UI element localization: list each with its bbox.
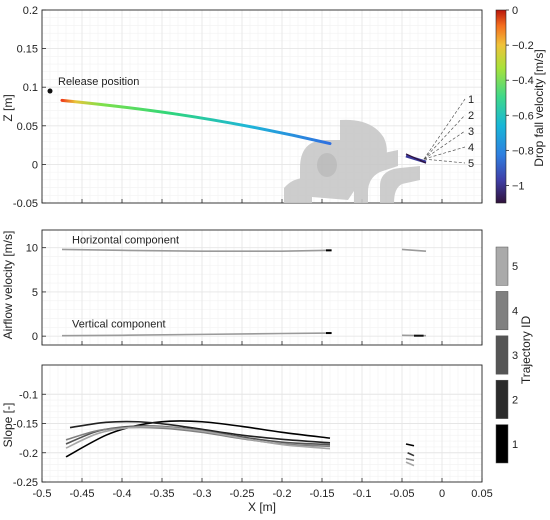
trajectory-id-label: 2: [468, 110, 474, 122]
x-tick-label: -0.2: [273, 488, 292, 500]
x-tick-label: -0.25: [229, 488, 254, 500]
trajectory-leader-line: [423, 146, 466, 160]
colorbar-tick-label: −0.2: [512, 40, 534, 52]
trajectory-id-tick-label: 1: [512, 439, 518, 451]
slope-series-2: [69, 420, 331, 444]
horizontal-component-line: [61, 248, 331, 253]
slope-series-2: [407, 452, 415, 457]
x-tick-label: -0.5: [33, 488, 52, 500]
trajectory-id-colorbar: 5 4 3 2 1: [495, 246, 518, 464]
structure-silhouette: [284, 119, 420, 203]
trajectory-id-swatch: [495, 335, 509, 375]
y-tick-label: -0.05: [13, 198, 38, 210]
axes-frame: [41, 229, 483, 346]
slope-series-5: [405, 461, 415, 467]
axes-frame: [41, 9, 483, 204]
trajectory-leader-line: [423, 98, 466, 160]
release-point-marker: [47, 88, 53, 94]
y-tick-label: -0.2: [19, 448, 38, 460]
top-panel: -0.05 0 0.05 0.1 0.15 0.2 Release position 1 2 3 4…: [13, 5, 483, 210]
trajectory-id-label: 3: [468, 126, 474, 138]
horizontal-component-line: [401, 248, 427, 253]
trajectory-id-label: Trajectory ID: [519, 316, 533, 385]
trajectory-id-label: 5: [468, 158, 474, 170]
release-position-label: Release position: [58, 76, 139, 88]
airflow-axis-label: Airflow velocity [m/s]: [1, 231, 15, 340]
y-tick-label: 0.1: [23, 82, 38, 94]
trajectory-id-label: 1: [468, 94, 474, 106]
y-tick-label: -0.15: [13, 419, 38, 431]
y-tick-label: 0.15: [17, 44, 38, 56]
axes-frame: [41, 364, 483, 483]
x-tick-label: -0.05: [389, 488, 414, 500]
x-tick-label: -0.35: [149, 488, 174, 500]
vertical-component-label: Vertical component: [72, 319, 166, 331]
trajectory-leader-line: [423, 158, 466, 164]
trajectory-id-tick-label: 2: [512, 394, 518, 406]
colorbar-tick-label: −0.8: [512, 145, 534, 157]
trajectory-id-swatch: [495, 424, 509, 464]
y-tick-label: 5: [32, 287, 38, 299]
trajectory-id-label: 4: [468, 142, 474, 154]
horizontal-component-label: Horizontal component: [72, 234, 179, 246]
x-tick-label: -0.3: [193, 488, 212, 500]
y-tick-label: 0.05: [17, 121, 38, 133]
x-tick-label: -0.45: [69, 488, 94, 500]
vertical-component-line: [61, 332, 331, 337]
trajectory-id-tick-label: 3: [512, 350, 518, 362]
trajectory-id-swatch: [495, 379, 509, 419]
velocity-colorbar-ticks: 0 −0.2 −0.4 −0.6 −0.8 −1: [506, 5, 534, 192]
slope-series-1: [405, 443, 415, 447]
x-tick-label: -0.15: [309, 488, 334, 500]
z-axis-label: Z [m]: [1, 94, 15, 121]
slope-series-1: [65, 420, 331, 458]
structure-shape: [317, 153, 337, 177]
structure-shape: [333, 140, 363, 170]
velocity-colorbar: [495, 9, 507, 204]
slope-series-5: [65, 425, 331, 450]
structure-shape: [380, 166, 420, 203]
colorbar-tick-label: −1: [512, 180, 525, 192]
y-tick-label: 10: [26, 243, 38, 255]
structure-shape: [354, 150, 398, 203]
trajectory-id-swatch: [495, 291, 509, 331]
trajectory-id-swatch: [495, 246, 509, 286]
drop-trajectory-short: [405, 153, 427, 164]
trajectory-leader-line: [423, 114, 466, 160]
trajectory-id-tick-label: 5: [512, 261, 518, 273]
colorbar-tick-label: −0.6: [512, 110, 534, 122]
x-tick-label: 0.05: [471, 488, 492, 500]
y-tick-label: -0.25: [13, 477, 38, 489]
y-tick-label: -0.1: [19, 389, 38, 401]
y-tick-label: 0: [32, 159, 38, 171]
y-tick-label: 0.2: [23, 5, 38, 17]
x-axis-label: X [m]: [248, 500, 276, 514]
colorbar-tick-label: −0.4: [512, 75, 534, 87]
drop-trajectory-main: [60, 98, 332, 146]
y-tick-label: 0: [32, 331, 38, 343]
slope-series-4: [405, 457, 415, 462]
velocity-colorbar-label: Drop fall velocity [m/s]: [532, 49, 546, 166]
x-tick-label: 0: [439, 488, 445, 500]
trajectory-leader-line: [423, 130, 466, 160]
structure-shape: [284, 177, 312, 203]
colorbar-tick-label: 0: [512, 5, 518, 17]
x-tick-label: -0.4: [113, 488, 132, 500]
x-tick-label: -0.1: [353, 488, 372, 500]
bottom-panel: -0.1-0.15-0.2-0.25-0.5 -0.45 -0.4 -0.35 -0.3…: [13, 364, 493, 500]
trajectory-id-tick-label: 4: [512, 306, 518, 318]
slope-axis-label: Slope [-]: [1, 403, 15, 448]
middle-panel: 0 5 10 Horizontal component Vertical compone…: [26, 229, 483, 346]
